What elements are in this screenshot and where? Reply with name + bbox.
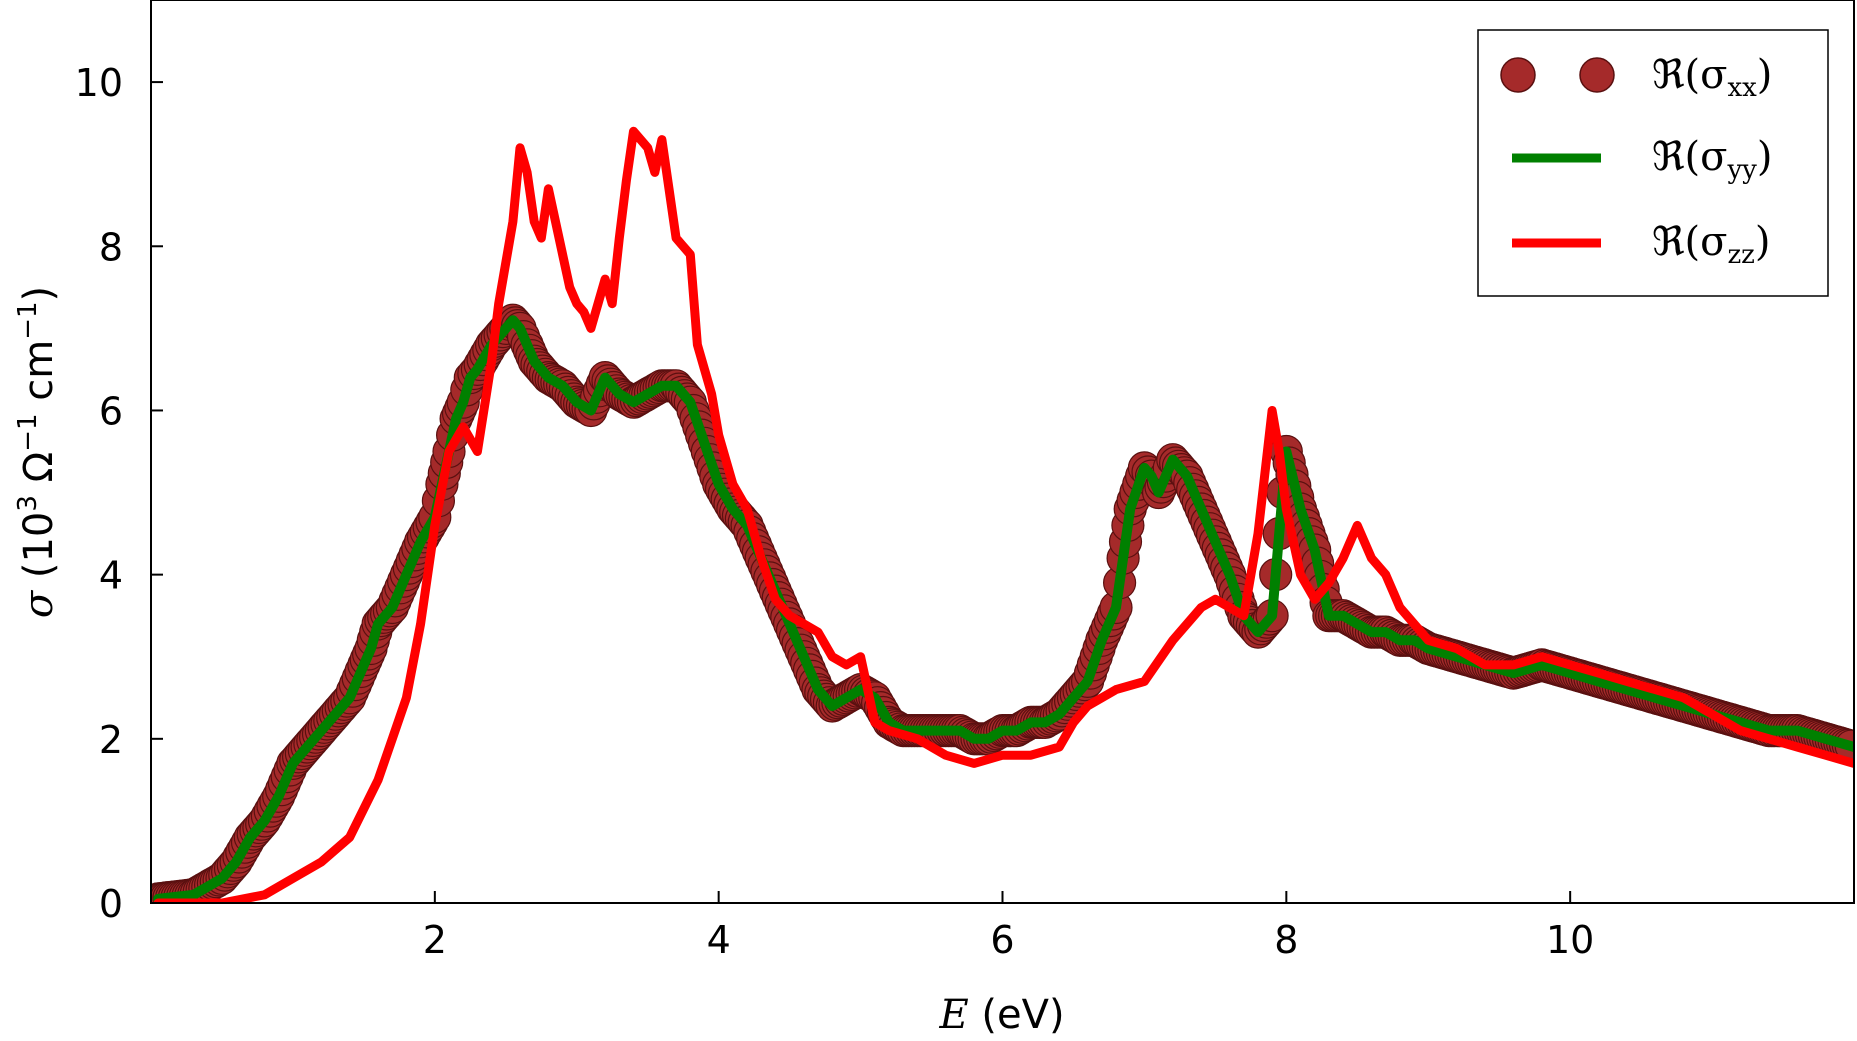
x-tick-label: 2 (423, 918, 447, 962)
y-tick-label: 0 (99, 882, 123, 926)
x-tick-label: 6 (990, 918, 1014, 962)
y-axis-label: σ (103 Ω−1 cm−1) (13, 286, 62, 618)
legend-label-yy: ℜ(σyy) (1652, 134, 1772, 185)
x-tick-label: 4 (707, 918, 731, 962)
x-tick-label: 8 (1274, 918, 1298, 962)
y-tick-label: 8 (99, 225, 123, 269)
ticks-layer: 2 4 6 8 10 0 2 4 6 8 10 (75, 61, 1595, 962)
legend-marker-xx-1 (1500, 57, 1536, 93)
series-group (151, 126, 1854, 903)
y-tick-label: 10 (75, 61, 123, 105)
x-axis-label: E (eV) (938, 992, 1064, 1038)
legend-label-xx: ℜ(σxx) (1652, 52, 1772, 103)
y-tick-label: 6 (99, 389, 123, 433)
legend: ℜ(σxx) ℜ(σyy) ℜ(σzz) (1477, 29, 1829, 297)
series-layer (151, 126, 1854, 903)
legend-box (1477, 29, 1829, 297)
series-zz-line (153, 126, 1854, 903)
y-tick-label: 4 (99, 554, 123, 598)
x-tick-label: 10 (1546, 918, 1594, 962)
y-tick-label: 2 (99, 718, 123, 762)
legend-label-zz: ℜ(σzz) (1652, 219, 1770, 270)
legend-marker-xx-2 (1579, 57, 1615, 93)
